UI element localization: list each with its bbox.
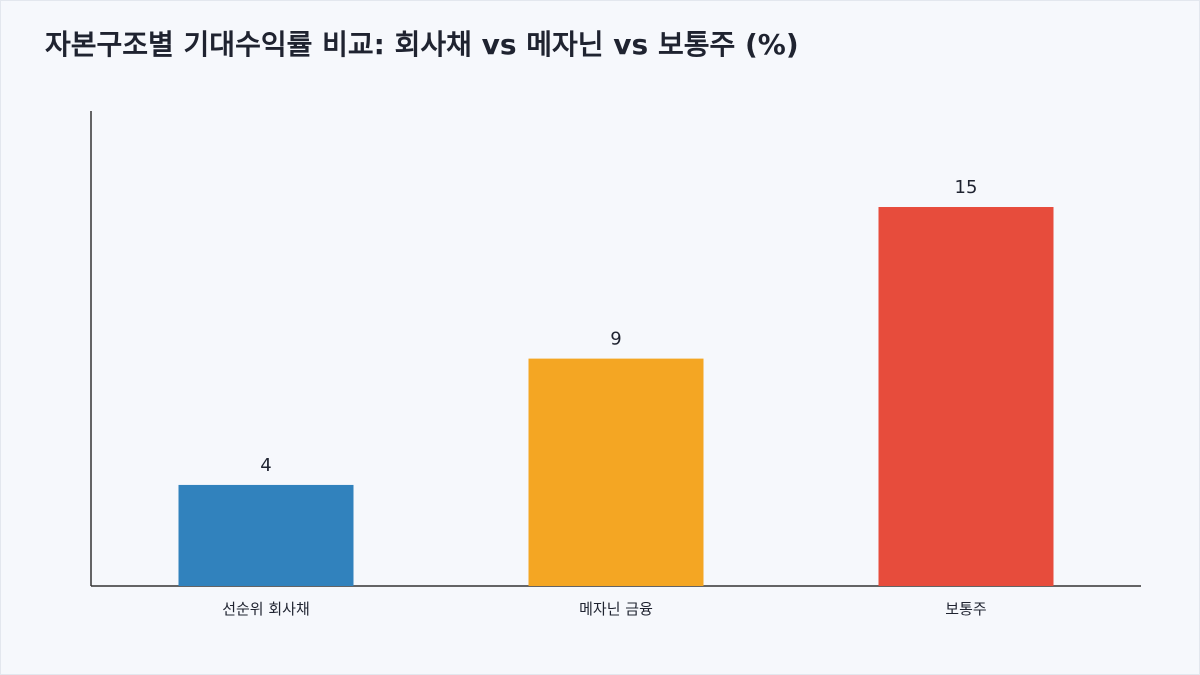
bar-value-label: 4 [260,455,271,476]
chart-title: 자본구조별 기대수익률 비교: 회사채 vs 메자닌 vs 보통주 (%) [45,28,799,61]
bar-2 [528,358,704,586]
bar-1 [178,484,354,586]
bar-3 [878,207,1054,587]
x-tick-label: 선순위 회사채 [222,600,310,618]
x-tick-label: 보통주 [945,600,986,618]
bar-value-label: 9 [610,329,621,350]
x-tick-label: 메자닌 금융 [579,600,653,618]
bar-value-label: 15 [955,177,978,198]
bars-group: 4 선순위 회사채 9 메자닌 금융 15 보통주 [178,177,1054,618]
